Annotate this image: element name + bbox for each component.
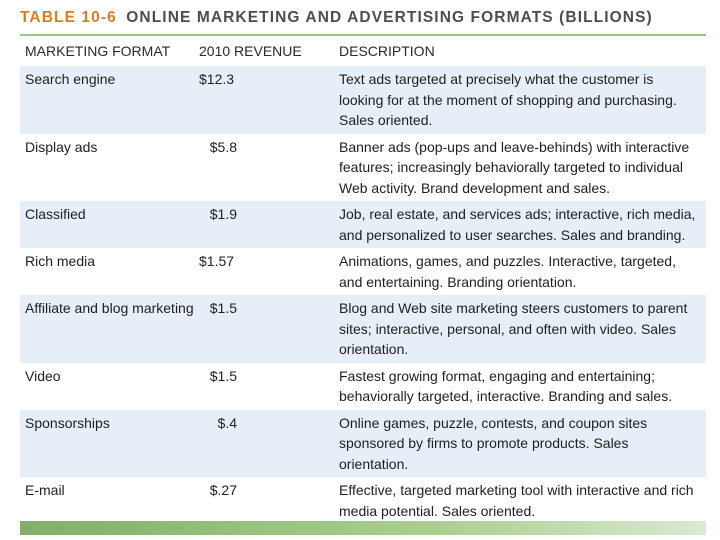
description-cell: Blog and Web site marketing steers custo…	[339, 295, 706, 363]
table-row: Affiliate and blog marketing $1.5 Blog a…	[20, 295, 706, 363]
revenue-cell: $.27	[199, 477, 339, 525]
revenue-value: $1.57	[199, 253, 235, 269]
revenue-cell: $5.8	[199, 133, 339, 201]
description-cell: Text ads targeted at precisely what the …	[339, 66, 706, 134]
table-title-text: ONLINE MARKETING AND ADVERTISING FORMATS…	[126, 9, 653, 26]
table-row: Sponsorships $.4 Online games, puzzle, c…	[20, 409, 706, 477]
revenue-value: $.27	[209, 482, 237, 498]
description-cell: Online games, puzzle, contests, and coup…	[339, 409, 706, 477]
header-marketing-format: MARKETING FORMAT	[20, 36, 199, 66]
revenue-value: $12.3	[199, 71, 235, 87]
description-cell: Fastest growing format, engaging and ent…	[339, 362, 706, 410]
format-cell: Video	[20, 362, 199, 410]
format-cell: Sponsorships	[20, 409, 199, 477]
description-cell: Banner ads (pop-ups and leave-behinds) w…	[339, 133, 706, 201]
revenue-value: $1.5	[209, 300, 237, 316]
format-cell: Display ads	[20, 133, 199, 201]
format-cell: Affiliate and blog marketing	[20, 295, 199, 363]
revenue-cell: $1.5	[199, 295, 339, 363]
header-revenue: 2010 REVENUE	[199, 36, 339, 66]
title-rule	[20, 34, 706, 36]
table-row: Classified $1.9 Job, real estate, and se…	[20, 201, 706, 248]
table-row: E-mail $.27 Effective, targeted marketin…	[20, 477, 706, 525]
format-cell: E-mail	[20, 477, 199, 525]
format-cell: Rich media	[20, 248, 199, 295]
table-row: Rich media $1.57 Animations, games, and …	[20, 248, 706, 295]
marketing-formats-table: MARKETING FORMAT 2010 REVENUE DESCRIPTIO…	[20, 36, 706, 525]
revenue-cell: $1.5	[199, 362, 339, 410]
header-row: MARKETING FORMAT 2010 REVENUE DESCRIPTIO…	[20, 36, 706, 66]
table-title: TABLE 10-6 ONLINE MARKETING AND ADVERTIS…	[20, 9, 653, 31]
revenue-value: $1.5	[209, 367, 237, 384]
format-cell: Search engine	[20, 66, 199, 134]
table-number: TABLE 10-6	[20, 9, 117, 26]
revenue-cell: $12.3	[199, 66, 339, 134]
revenue-value: $5.8	[209, 138, 237, 155]
description-cell: Animations, games, and puzzles. Interact…	[339, 248, 706, 295]
format-cell: Classified	[20, 201, 199, 248]
revenue-cell: $.4	[199, 409, 339, 477]
description-cell: Job, real estate, and services ads; inte…	[339, 201, 706, 248]
table-row: Display ads $5.8 Banner ads (pop-ups and…	[20, 133, 706, 201]
revenue-value: $1.9	[209, 206, 237, 222]
revenue-cell: $1.57	[199, 248, 339, 295]
bottom-band	[20, 521, 706, 535]
revenue-cell: $1.9	[199, 201, 339, 248]
table-row: Video $1.5 Fastest growing format, engag…	[20, 362, 706, 410]
description-cell: Effective, targeted marketing tool with …	[339, 477, 706, 525]
header-description: DESCRIPTION	[339, 36, 706, 66]
table-row: Search engine $12.3 Text ads targeted at…	[20, 66, 706, 134]
revenue-value: $.4	[217, 414, 237, 431]
